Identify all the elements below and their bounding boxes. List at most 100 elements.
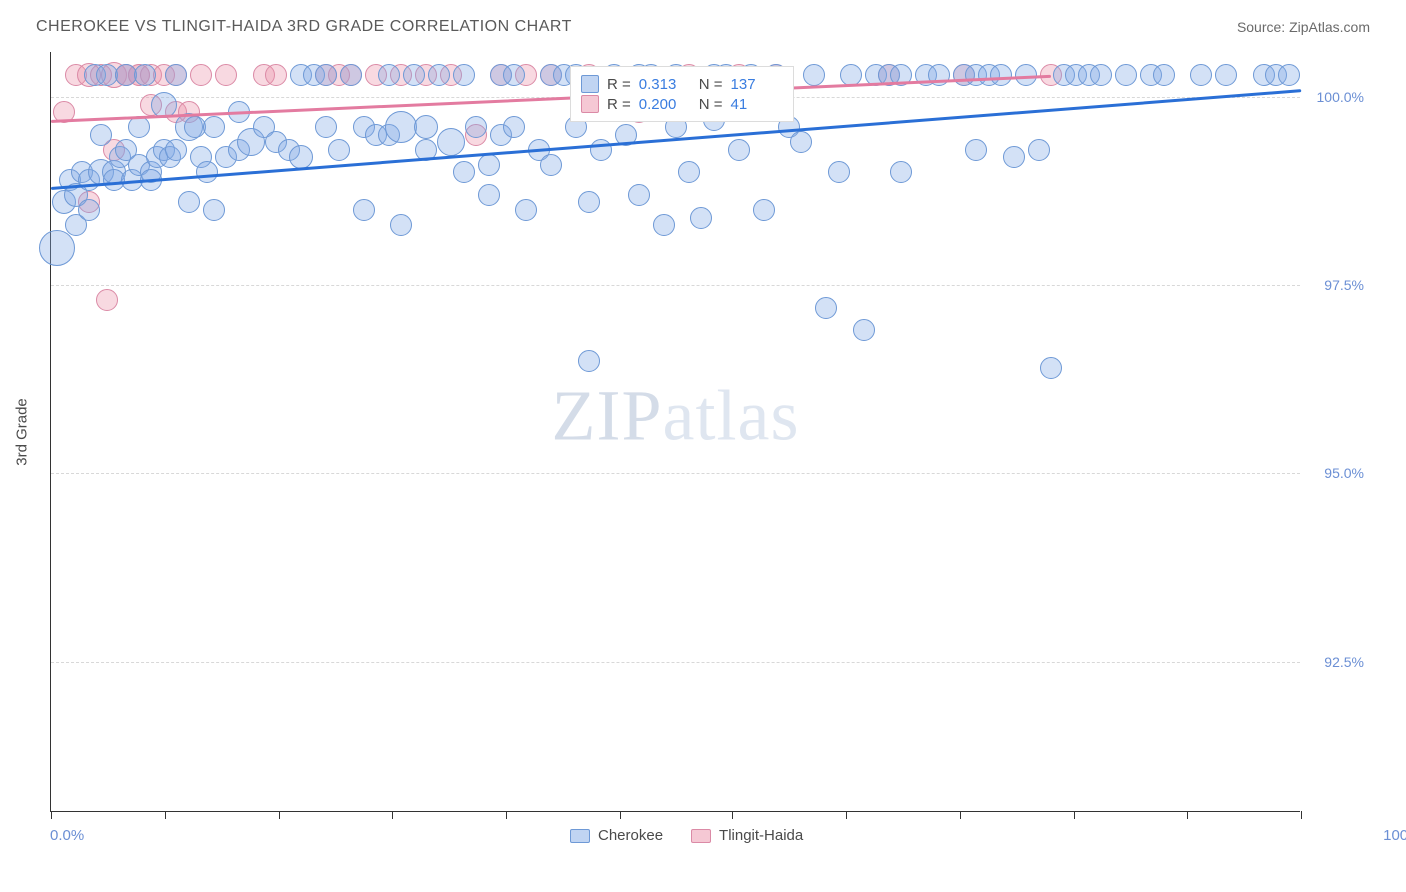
scatter-point	[378, 64, 400, 86]
scatter-point	[1028, 139, 1050, 161]
stats-swatch-a	[581, 75, 599, 93]
scatter-point	[578, 350, 600, 372]
x-tick	[392, 811, 393, 819]
scatter-point	[1040, 357, 1062, 379]
scatter-point	[503, 116, 525, 138]
y-tick-label: 92.5%	[1324, 654, 1364, 670]
scatter-point	[990, 64, 1012, 86]
y-tick-label: 95.0%	[1324, 465, 1364, 481]
x-tick-first: 0.0%	[50, 827, 84, 844]
scatter-point	[90, 124, 112, 146]
scatter-point	[1090, 64, 1112, 86]
stats-r-label: R =	[607, 76, 631, 93]
chart-area: 3rd Grade ZIPatlas 92.5%95.0%97.5%100.0%…	[50, 52, 1370, 812]
scatter-point	[328, 139, 350, 161]
scatter-point	[39, 230, 75, 266]
scatter-point	[840, 64, 862, 86]
x-tick	[506, 811, 507, 819]
scatter-point	[578, 191, 600, 213]
stats-r-label: R =	[607, 96, 631, 113]
scatter-point	[890, 161, 912, 183]
scatter-point	[437, 128, 465, 156]
legend: Cherokee Tlingit-Haida	[570, 827, 803, 844]
scatter-point	[1215, 64, 1237, 86]
scatter-point	[196, 161, 218, 183]
stats-n-label: N =	[699, 96, 723, 113]
scatter-point	[515, 199, 537, 221]
scatter-point	[803, 64, 825, 86]
legend-label-b: Tlingit-Haida	[719, 827, 803, 844]
scatter-point	[753, 199, 775, 221]
scatter-point	[790, 131, 812, 153]
scatter-point	[590, 139, 612, 161]
stats-r-b: 0.200	[639, 96, 691, 113]
scatter-point	[690, 207, 712, 229]
scatter-point	[728, 139, 750, 161]
scatter-point	[134, 64, 156, 86]
scatter-point	[453, 64, 475, 86]
scatter-point	[828, 161, 850, 183]
scatter-point	[203, 116, 225, 138]
scatter-point	[1115, 64, 1137, 86]
y-axis-label: 3rd Grade	[14, 398, 31, 466]
stats-n-b: 41	[731, 96, 783, 113]
watermark-light: atlas	[663, 376, 800, 456]
chart-title: CHEROKEE VS TLINGIT-HAIDA 3RD GRADE CORR…	[36, 18, 572, 36]
y-tick-label: 100.0%	[1317, 89, 1364, 105]
scatter-point	[965, 139, 987, 161]
scatter-point	[178, 191, 200, 213]
scatter-point	[265, 64, 287, 86]
scatter-point	[403, 64, 425, 86]
scatter-point	[1015, 64, 1037, 86]
legend-item-b: Tlingit-Haida	[691, 827, 803, 844]
stats-n-label: N =	[699, 76, 723, 93]
legend-swatch-b	[691, 829, 711, 843]
scatter-point	[165, 139, 187, 161]
gridline-h	[51, 662, 1300, 663]
chart-header: CHEROKEE VS TLINGIT-HAIDA 3RD GRADE CORR…	[0, 0, 1406, 46]
x-tick	[1301, 811, 1302, 819]
watermark: ZIPatlas	[552, 375, 800, 458]
scatter-point	[540, 154, 562, 176]
scatter-point	[190, 64, 212, 86]
x-tick	[279, 811, 280, 819]
scatter-point	[815, 297, 837, 319]
x-tick	[620, 811, 621, 819]
scatter-point	[315, 116, 337, 138]
scatter-point	[315, 64, 337, 86]
scatter-point	[1003, 146, 1025, 168]
plot-area: ZIPatlas 92.5%95.0%97.5%100.0%	[50, 52, 1300, 812]
scatter-point	[165, 64, 187, 86]
x-tick	[732, 811, 733, 819]
scatter-point	[215, 64, 237, 86]
scatter-point	[465, 116, 487, 138]
scatter-point	[478, 154, 500, 176]
x-tick	[960, 811, 961, 819]
scatter-point	[96, 289, 118, 311]
scatter-point	[390, 214, 412, 236]
x-tick	[165, 811, 166, 819]
scatter-point	[1190, 64, 1212, 86]
scatter-point	[414, 115, 438, 139]
chart-source: Source: ZipAtlas.com	[1237, 19, 1370, 35]
scatter-point	[1278, 64, 1300, 86]
legend-swatch-a	[570, 829, 590, 843]
scatter-point	[340, 64, 362, 86]
scatter-point	[853, 319, 875, 341]
watermark-bold: ZIP	[552, 376, 663, 456]
scatter-point	[128, 116, 150, 138]
scatter-point	[385, 111, 417, 143]
scatter-point	[628, 184, 650, 206]
scatter-point	[478, 184, 500, 206]
gridline-h	[51, 473, 1300, 474]
scatter-point	[1153, 64, 1175, 86]
x-tick-last: 100.0%	[1383, 827, 1406, 844]
scatter-point	[503, 64, 525, 86]
stats-swatch-b	[581, 95, 599, 113]
stats-r-a: 0.313	[639, 76, 691, 93]
stats-row-a: R = 0.313 N = 137	[581, 75, 783, 93]
stats-n-a: 137	[731, 76, 783, 93]
legend-label-a: Cherokee	[598, 827, 663, 844]
scatter-point	[203, 199, 225, 221]
gridline-h	[51, 285, 1300, 286]
